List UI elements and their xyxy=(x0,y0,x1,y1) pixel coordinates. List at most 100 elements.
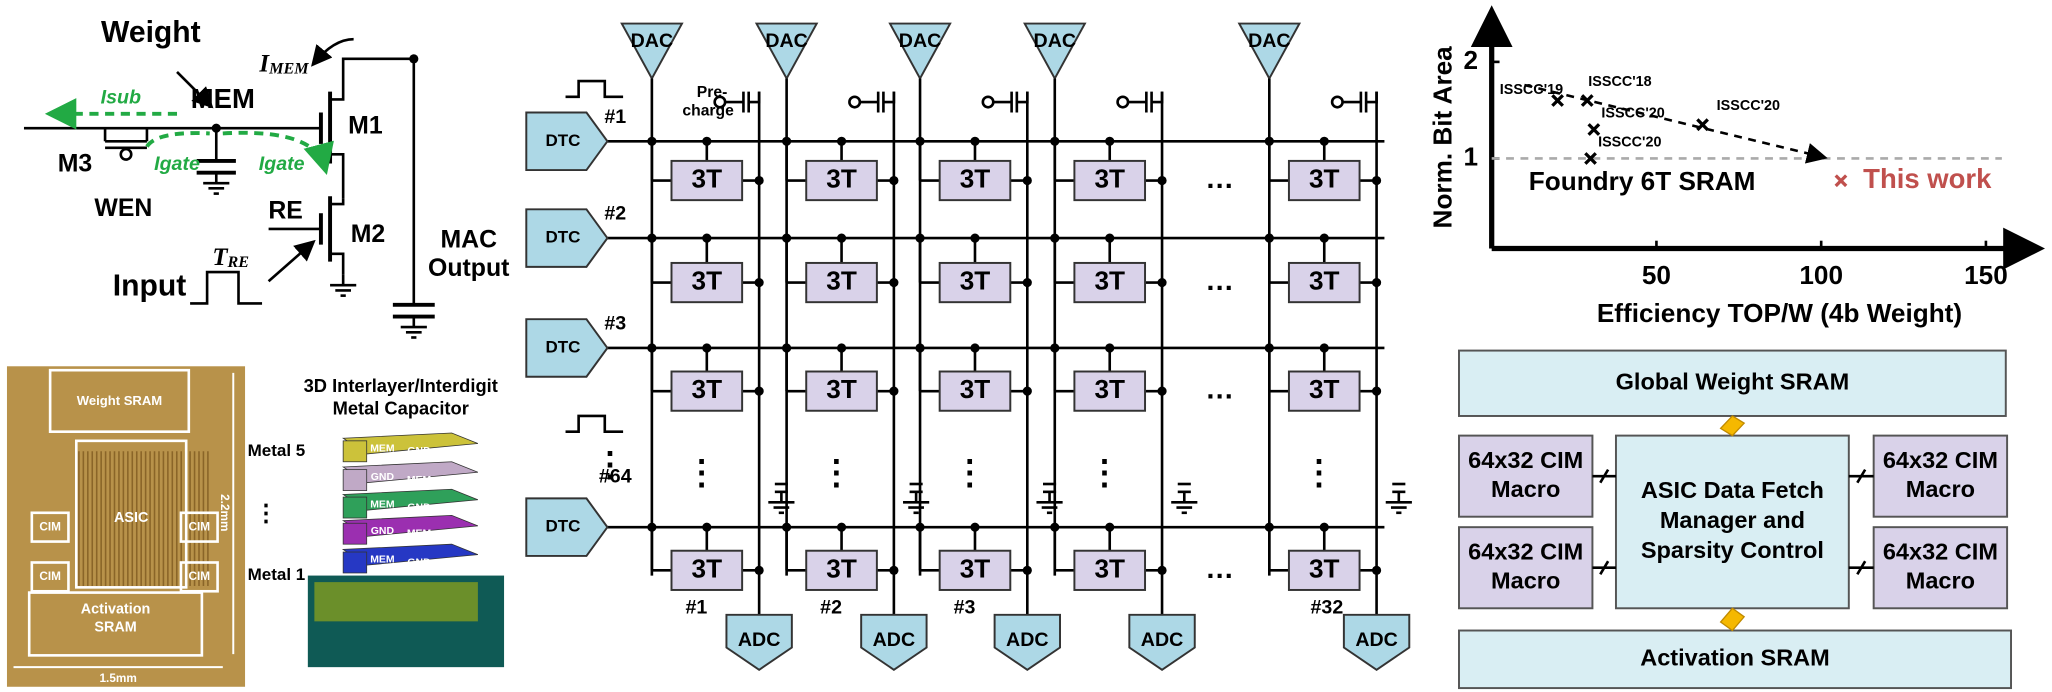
dac xyxy=(620,22,684,81)
node xyxy=(1022,277,1032,288)
label: Igate xyxy=(259,153,305,175)
label: ⋮ xyxy=(254,499,278,525)
outline xyxy=(74,439,188,589)
block xyxy=(1614,434,1850,610)
layer-side xyxy=(342,440,368,463)
dtc xyxy=(525,497,609,557)
label: … xyxy=(1205,163,1234,195)
label: Input xyxy=(113,270,187,303)
block xyxy=(1458,434,1594,518)
wire xyxy=(859,91,896,113)
label: 2 xyxy=(1463,45,1478,75)
label: ISSCC'20 xyxy=(1601,106,1664,122)
wire xyxy=(1856,468,1867,484)
label: DAC xyxy=(899,30,941,52)
label: 3T xyxy=(1094,265,1125,295)
cell xyxy=(805,159,878,202)
label: 3T xyxy=(960,163,991,193)
label: GND xyxy=(371,526,395,537)
label: Weight SRAM xyxy=(77,393,163,408)
cell xyxy=(1073,159,1147,202)
wire xyxy=(145,131,210,148)
label: 3T xyxy=(1309,553,1340,583)
label: 64x32 CIM xyxy=(1468,447,1583,473)
label: GND xyxy=(407,446,431,457)
wire xyxy=(267,239,316,283)
label: M2 xyxy=(351,221,386,248)
label: 64x32 CIM xyxy=(1883,539,1998,565)
label: DTC xyxy=(545,228,580,247)
label: ⋮ xyxy=(1087,454,1121,492)
node xyxy=(889,386,899,396)
bubble xyxy=(713,95,727,109)
label: 64x32 CIM xyxy=(1468,539,1583,565)
label: #3 xyxy=(604,313,626,335)
layer-side xyxy=(342,551,368,574)
label: Pre- xyxy=(697,84,728,101)
layer-side xyxy=(342,469,368,491)
label: 2.2mm xyxy=(218,494,231,531)
point-cross xyxy=(1584,152,1597,165)
label-main: T xyxy=(212,244,228,271)
bus-arrow xyxy=(1719,607,1746,632)
label: … xyxy=(1205,553,1234,585)
label: 3T xyxy=(1309,265,1340,295)
label: 3T xyxy=(1309,374,1340,404)
label: 3T xyxy=(826,265,857,295)
label: ⋮ xyxy=(1302,454,1336,492)
label: ISSCC'19 xyxy=(1500,82,1563,98)
label: Macro xyxy=(1906,567,1975,593)
label: MEM xyxy=(370,555,395,566)
wire xyxy=(565,414,624,433)
label: #1 xyxy=(604,106,626,128)
node xyxy=(754,386,764,396)
label: charge xyxy=(682,102,734,119)
wire xyxy=(725,91,761,113)
layer-side xyxy=(342,496,368,519)
label: ADC xyxy=(873,629,915,651)
wire xyxy=(222,130,334,176)
dac xyxy=(888,22,952,81)
dac xyxy=(754,22,819,81)
wire xyxy=(1524,83,1828,164)
cell xyxy=(1287,261,1361,304)
label: #2 xyxy=(604,203,626,225)
label: 1.5mm xyxy=(100,672,137,685)
label: M1 xyxy=(348,112,383,139)
label: MEM xyxy=(407,528,432,539)
point-cross xyxy=(1834,174,1848,188)
adc xyxy=(1128,613,1196,671)
label: ASIC Data Fetch xyxy=(1641,477,1824,503)
node xyxy=(1157,386,1167,396)
block xyxy=(1872,526,2009,610)
wire xyxy=(1128,91,1164,113)
label-sub: RE xyxy=(227,254,250,271)
node xyxy=(1022,175,1032,186)
label: DAC xyxy=(631,30,673,52)
label: ⋮ xyxy=(819,454,853,492)
cell xyxy=(1073,261,1147,304)
point xyxy=(1587,123,1601,136)
label: #3 xyxy=(954,596,976,618)
cell xyxy=(670,261,744,304)
label: 3T xyxy=(1094,163,1125,193)
node xyxy=(1022,386,1032,396)
wire xyxy=(330,153,345,199)
cell xyxy=(1287,159,1361,202)
label: DTC xyxy=(545,517,580,536)
cell xyxy=(670,370,744,412)
label: 3T xyxy=(826,163,857,193)
label: Sparsity Control xyxy=(1641,537,1824,563)
label: 3T xyxy=(692,265,723,295)
label: 3T xyxy=(692,374,723,404)
node xyxy=(1157,175,1167,186)
label: ADC xyxy=(1141,629,1183,651)
label: ASIC xyxy=(114,510,148,526)
label: … xyxy=(1205,265,1234,297)
label: RE xyxy=(268,197,303,224)
dac xyxy=(1237,22,1302,81)
wire xyxy=(1599,468,1610,484)
label: #64 xyxy=(599,466,632,488)
label: … xyxy=(1205,374,1234,406)
